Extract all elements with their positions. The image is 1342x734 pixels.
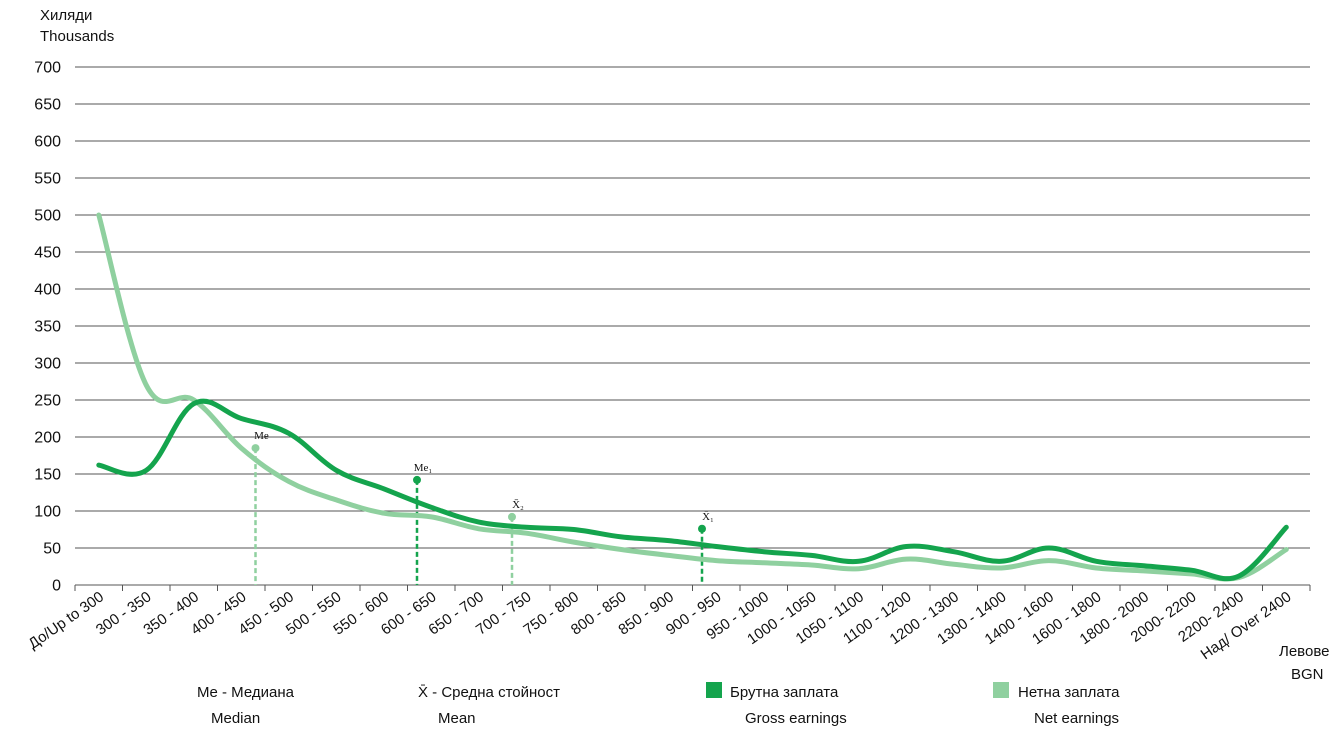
legend-gross-bg: Брутна заплата [730,684,839,701]
legend: Me - Медиана Median X̄ - Средна стойност… [197,682,1120,727]
legend-net-en: Net earnings [1034,710,1119,727]
y-axis-title-bg: Хиляди [40,7,92,24]
y-axis-title-en: Thousands [40,28,114,45]
marker-point [508,512,516,521]
y-tick-label: 650 [34,97,61,114]
marker-point [251,444,260,453]
legend-median-bg: Me - Медиана [197,684,295,701]
y-tick-label: 700 [34,60,61,77]
marker-point [413,475,421,484]
legend-mean-bg: X̄ - Средна стойност [418,684,560,701]
y-tick-label: 600 [34,134,61,151]
legend-gross-en: Gross earnings [745,710,847,727]
y-tick-label: 550 [34,171,61,188]
marker-label: Me₁ [414,462,433,474]
x-axis-title-bg: Левове [1279,643,1329,660]
marker-point [698,524,706,533]
y-tick-label: 250 [34,393,61,410]
grid-lines [75,66,1310,586]
legend-net-swatch [993,682,1009,698]
series-line-net [96,212,1289,582]
markers: Me Me₁ X̄₂ X̄₁ [251,430,714,533]
marker-label: Me [254,430,269,442]
y-tick-label: 100 [34,504,61,521]
y-tick-label: 200 [34,430,61,447]
series-line-gross [96,398,1289,582]
y-axis-ticks: 0 50 100 150 200 250 300 350 400 450 500 550 600 650 7… [34,60,61,595]
y-tick-label: 150 [34,467,61,484]
y-tick-label: 0 [52,578,61,595]
y-tick-label: 450 [34,245,61,262]
series-lines [96,212,1289,582]
legend-mean-en: Mean [438,710,476,727]
y-tick-label: 50 [43,541,61,558]
legend-net-bg: Нетна заплата [1018,684,1120,701]
y-tick-label: 400 [34,282,61,299]
marker-label: X̄₁ [702,511,714,523]
y-tick-label: 350 [34,319,61,336]
marker-label: X̄₂ [512,499,524,511]
y-tick-label: 500 [34,208,61,225]
x-tick-label: До/Up to 300 [25,588,107,652]
legend-gross-swatch [706,682,722,698]
x-axis-title-en: BGN [1291,666,1324,683]
marker-drop-lines [254,448,704,585]
y-tick-label: 300 [34,356,61,373]
legend-median-en: Median [211,710,260,727]
